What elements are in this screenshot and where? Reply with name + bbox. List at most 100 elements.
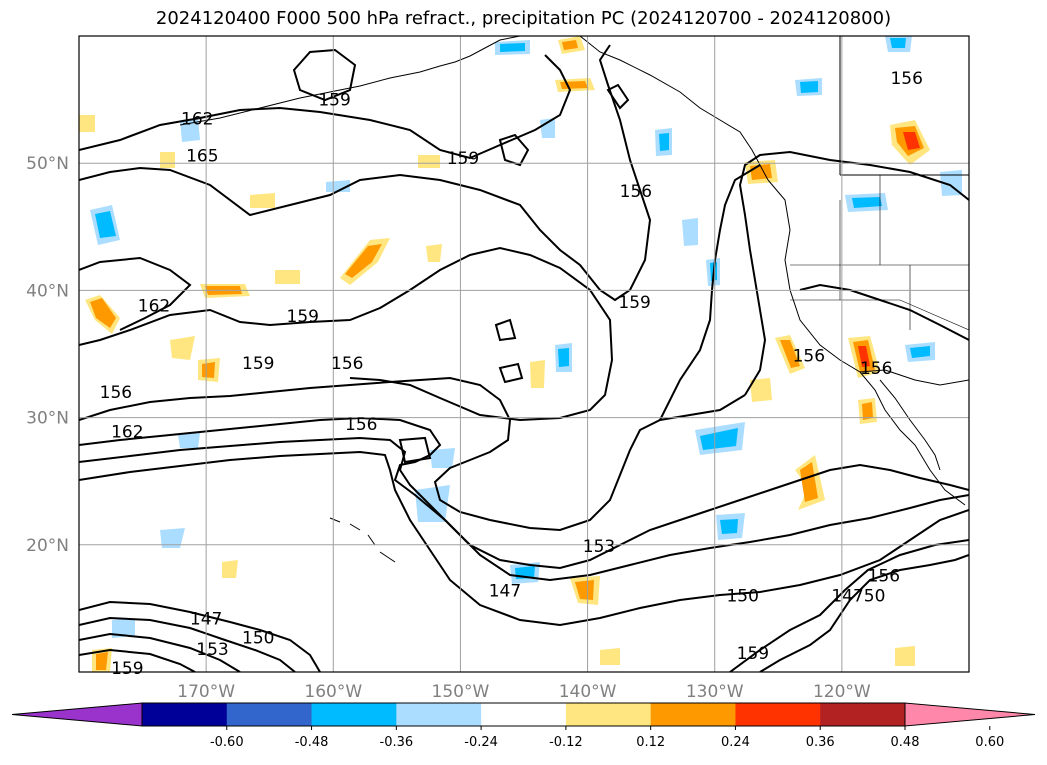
contour-label: 162 xyxy=(181,110,213,130)
contour-label: 147 xyxy=(489,582,521,602)
longitude-labels: 170°W 160°W 150°W 140°W 130°W 120°W xyxy=(177,682,871,702)
colorbar-segment xyxy=(650,703,736,726)
precip-negative-blob xyxy=(178,433,200,448)
precip-negative-blob xyxy=(540,118,555,138)
lat-tick-label: 30°N xyxy=(26,409,69,429)
contour-closed-small-3 xyxy=(398,436,432,464)
contour-closed-small-2 xyxy=(606,83,630,110)
coastline-alaska xyxy=(179,36,521,126)
precip-negative-blob xyxy=(112,618,135,638)
contour-label: 156 xyxy=(890,69,922,89)
coastline-alaska-panhandle xyxy=(579,36,769,181)
border-us-mexico xyxy=(859,369,969,386)
contour-label: 159 xyxy=(318,91,350,111)
precip-positive-blob xyxy=(600,648,620,665)
precip-negative-blob xyxy=(558,348,569,367)
contour-label: 153 xyxy=(196,640,228,660)
contour-150-south xyxy=(79,436,969,582)
precip-positive-blob xyxy=(90,298,116,328)
contour-label: 159 xyxy=(447,149,479,169)
precip-positive-blob xyxy=(562,40,578,50)
contour-label: 14750 xyxy=(831,587,885,607)
precip-positive-blob xyxy=(800,462,818,502)
contour-label: 159 xyxy=(737,644,769,664)
precip-positive-blob xyxy=(222,560,238,578)
lon-tick-label: 130°W xyxy=(686,682,744,702)
lon-tick-label: 120°W xyxy=(813,682,871,702)
contour-156-mid xyxy=(79,376,746,532)
contour-156-southwest xyxy=(79,648,196,672)
colorbar-segment xyxy=(565,703,652,726)
precip-positive-blob xyxy=(575,580,594,600)
contour-label: 159 xyxy=(111,659,143,679)
contour-label: 156 xyxy=(860,359,892,379)
contour-closed-small-5 xyxy=(494,318,517,342)
contour-147-south xyxy=(79,450,969,627)
precip-negative-blob xyxy=(890,38,906,48)
contour-159-southeast xyxy=(759,554,969,672)
contour-label: 156 xyxy=(620,182,652,202)
lat-tick-label: 40°N xyxy=(26,281,69,301)
contour-label: 165 xyxy=(186,147,218,167)
colorbar-tick-label: -0.60 xyxy=(210,735,244,750)
precip-negative-blob xyxy=(659,133,669,151)
colorbar-segment xyxy=(396,703,482,726)
lon-tick-label: 170°W xyxy=(177,682,235,702)
precip-negative-blob xyxy=(720,519,738,534)
contour-label: 156 xyxy=(868,566,900,586)
contour-156-north xyxy=(79,44,652,302)
precip-negative-blob xyxy=(700,428,738,450)
colorbar-segment xyxy=(481,703,567,726)
lon-tick-label: 150°W xyxy=(432,682,490,702)
colorbar-tick-label: -0.48 xyxy=(295,735,329,750)
colorbar-frame xyxy=(141,702,906,727)
precip-negative-blob xyxy=(800,81,818,93)
contour-label: 147 xyxy=(190,610,222,630)
contour-147-southwest xyxy=(79,600,321,672)
contour-label: 162 xyxy=(138,297,170,317)
colorbar-tick-label: 0.60 xyxy=(975,735,1004,750)
gridlines xyxy=(79,36,969,672)
colorbar xyxy=(11,702,1036,730)
precip-positive-blob xyxy=(96,652,108,670)
precip-positive-blob xyxy=(780,340,800,368)
colorbar-tick-label: -0.24 xyxy=(464,735,498,750)
contour-162-west xyxy=(79,256,192,331)
precip-negative-blob xyxy=(910,346,930,358)
contour-label: 156 xyxy=(793,346,825,366)
contour-156-southeast xyxy=(729,539,969,672)
precip-positive-blob xyxy=(903,132,920,150)
map-frame xyxy=(78,35,970,673)
contour-label: 156 xyxy=(345,415,377,435)
precip-positive-blob xyxy=(560,81,588,89)
colorbar-segment xyxy=(311,703,397,726)
contour-closed-small-6 xyxy=(292,48,357,102)
colorbar-tick-label: -0.36 xyxy=(380,735,414,750)
lon-tick-label: 160°W xyxy=(304,682,362,702)
contour-label: 159 xyxy=(242,354,274,374)
colorbar-tick-label: 0.12 xyxy=(636,735,665,750)
coastline-baja xyxy=(879,379,941,471)
lat-tick-label: 50°N xyxy=(26,154,69,174)
colorbar-tick-labels: -0.60 -0.48 -0.36 -0.24 -0.12 0.12 0.24 0.36 0.4… xyxy=(210,735,1004,750)
precip-negative-blob xyxy=(95,211,116,238)
precip-positive-blob xyxy=(79,115,95,132)
coastline-layer xyxy=(179,36,969,563)
colorbar-tick-label: 0.24 xyxy=(721,735,750,750)
contour-150-southwest xyxy=(79,616,296,672)
precip-negative-blob xyxy=(682,218,698,246)
precip-positive-blob xyxy=(895,646,915,666)
colorbar-tick-label: 0.36 xyxy=(806,735,835,750)
colorbar-tick-label: -0.12 xyxy=(549,735,583,750)
precip-positive-blob xyxy=(858,346,870,367)
latitude-labels: 20°N 30°N 40°N 50°N xyxy=(26,154,69,556)
contour-159-east xyxy=(659,164,969,421)
precip-positive-blob xyxy=(426,244,442,262)
precip-positive-blob xyxy=(530,360,545,388)
colorbar-segment xyxy=(820,703,906,726)
contour-closed-small-1 xyxy=(498,133,530,167)
precip-negative-blob xyxy=(852,197,882,208)
precip-positive-blob xyxy=(160,152,175,168)
coastline-west-coast xyxy=(767,179,966,506)
